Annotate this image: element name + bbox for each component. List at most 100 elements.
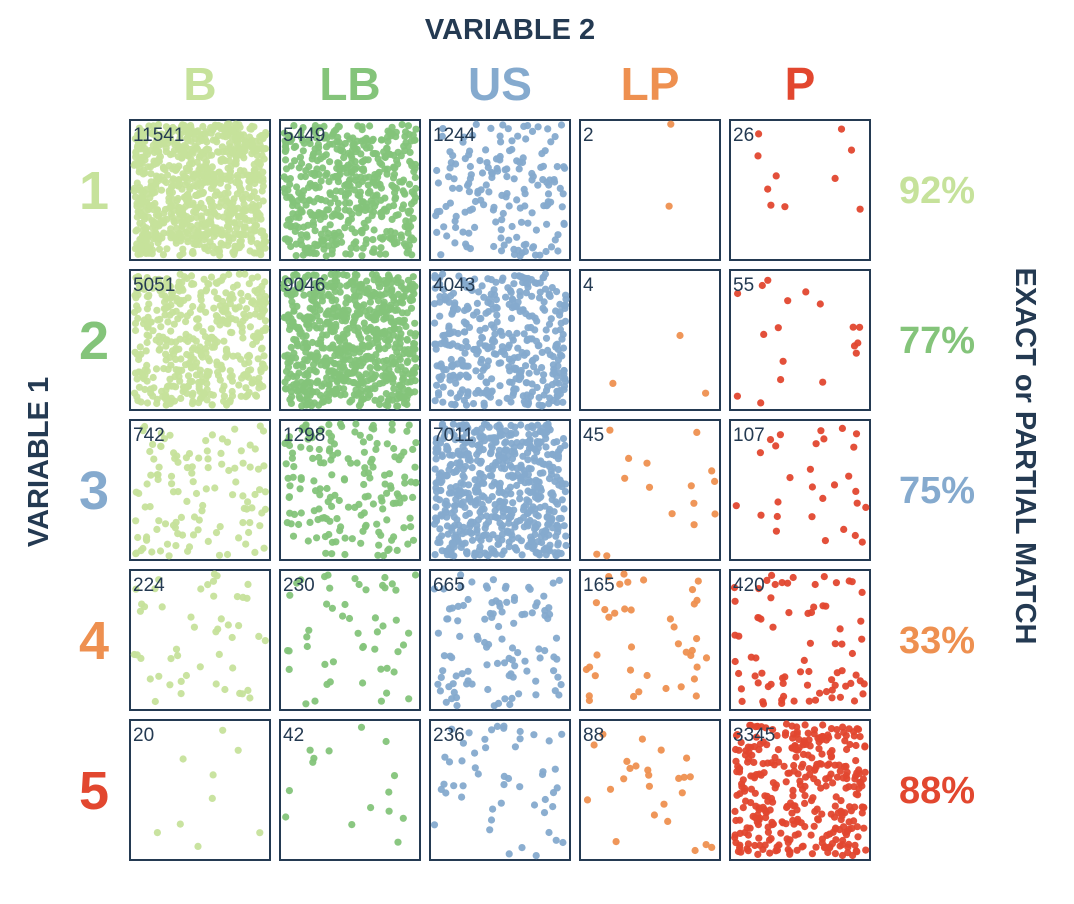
scatter-point <box>524 522 532 530</box>
scatter-point <box>246 203 254 212</box>
scatter-point <box>664 817 672 826</box>
scatter-point <box>184 337 192 346</box>
scatter-point <box>370 208 378 216</box>
scatter-point <box>411 160 420 169</box>
scatter-point <box>555 576 564 585</box>
scatter-point <box>732 731 741 740</box>
scatter-point <box>190 623 198 631</box>
scatter-point <box>509 391 517 399</box>
scatter-point <box>516 489 524 497</box>
scatter-point <box>751 672 759 680</box>
scatter-point <box>290 463 298 471</box>
scatter-point <box>381 153 389 161</box>
scatter-point <box>411 355 419 363</box>
scatter-point <box>352 173 360 181</box>
scatter-point <box>503 528 512 537</box>
scatter-point <box>191 142 199 150</box>
scatter-point <box>556 390 565 398</box>
scatter-point <box>334 159 342 167</box>
scatter-point <box>396 334 404 342</box>
scatter-point <box>462 338 470 346</box>
scatter-point <box>289 532 298 540</box>
scatter-point <box>134 273 142 281</box>
scatter-point <box>630 692 638 701</box>
scatter-point <box>233 593 241 601</box>
cell-count: 55 <box>733 275 754 296</box>
scatter-point <box>505 363 513 371</box>
scatter-point <box>211 227 219 235</box>
scatter-point <box>459 480 467 488</box>
scatter-point <box>223 222 231 230</box>
scatter-point <box>285 441 294 450</box>
scatter-point <box>553 500 562 508</box>
scatter-point <box>145 332 153 340</box>
scatter-point <box>627 643 636 651</box>
scatter-point <box>346 250 354 258</box>
scatter-point <box>328 297 336 305</box>
scatter-point <box>399 317 407 325</box>
scatter-point <box>405 629 413 637</box>
scatter-point <box>495 155 503 163</box>
scatter-point <box>851 841 859 849</box>
scatter-point <box>204 464 212 472</box>
scatter-point <box>136 343 144 351</box>
scatter-point <box>504 344 512 352</box>
scatter-point <box>289 318 297 326</box>
scatter-point <box>836 842 844 850</box>
scatter-point <box>260 544 268 552</box>
scatter-point <box>174 652 182 660</box>
match-percent-row-4: 33% <box>899 620 975 662</box>
scatter-point <box>302 700 310 708</box>
scatter-point <box>202 485 210 493</box>
scatter-point <box>452 379 460 387</box>
scatter-point <box>538 364 546 372</box>
scatter-point <box>538 428 547 436</box>
scatter-point <box>522 289 531 297</box>
scatter-point <box>162 350 170 358</box>
scatter-point <box>430 821 439 829</box>
scatter-point <box>210 592 218 600</box>
scatter-point <box>166 431 174 439</box>
cell-count: 20 <box>133 725 154 746</box>
scatter-point <box>606 426 614 434</box>
scatter-point <box>296 485 304 493</box>
scatter-point <box>374 155 382 163</box>
scatter-point <box>823 761 832 769</box>
scatter-point <box>385 545 393 553</box>
scatter-point <box>449 540 457 549</box>
cell-count: 45 <box>583 425 604 446</box>
scatter-point <box>471 749 479 757</box>
scatter-point <box>788 744 796 752</box>
scatter-point <box>488 462 497 470</box>
scatter-point <box>137 235 146 243</box>
scatter-point <box>256 486 264 494</box>
scatter-point <box>165 382 173 390</box>
cell-r1-cus: 1244 <box>429 119 571 261</box>
y-axis-title: VARIABLE 1 <box>23 377 55 547</box>
scatter-point <box>404 540 412 548</box>
scatter-point <box>488 444 496 452</box>
scatter-point <box>175 366 183 374</box>
scatter-point <box>477 359 485 367</box>
scatter-point <box>503 446 511 454</box>
scatter-point <box>357 373 365 381</box>
scatter-point <box>816 689 824 697</box>
scatter-point <box>299 251 307 259</box>
scatter-point <box>358 282 366 290</box>
scatter-point <box>305 626 313 634</box>
scatter-point <box>480 399 488 407</box>
scatter-point <box>328 550 336 558</box>
scatter-point <box>196 305 204 313</box>
scatter-point <box>383 664 391 672</box>
scatter-point <box>532 226 541 234</box>
scatter-point <box>850 697 859 705</box>
scatter-point <box>238 296 246 304</box>
scatter-point <box>836 693 845 701</box>
scatter-point <box>322 252 330 260</box>
cell-frame <box>129 569 271 711</box>
scatter-point <box>840 823 848 831</box>
scatter-point <box>238 323 246 331</box>
scatter-point <box>592 599 601 607</box>
scatter-point <box>468 578 476 586</box>
scatter-point <box>552 836 560 844</box>
